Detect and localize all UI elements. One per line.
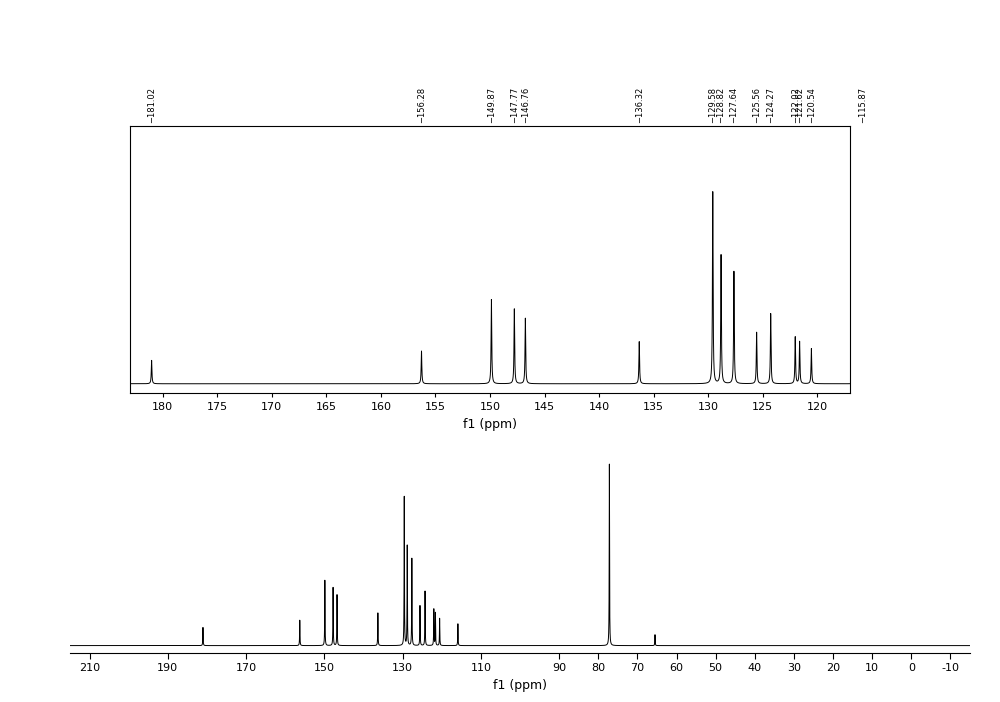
Text: −121.62: −121.62 <box>795 87 804 123</box>
Text: −125.56: −125.56 <box>752 87 761 123</box>
Text: −181.02: −181.02 <box>147 87 156 123</box>
X-axis label: f1 (ppm): f1 (ppm) <box>493 679 547 692</box>
Text: −156.28: −156.28 <box>417 87 426 123</box>
Text: −147.77: −147.77 <box>510 86 519 123</box>
Text: −115.87: −115.87 <box>858 87 867 123</box>
Text: −146.76: −146.76 <box>521 86 530 123</box>
Text: −122.02: −122.02 <box>791 87 800 123</box>
Text: −149.87: −149.87 <box>487 87 496 123</box>
Text: −120.54: −120.54 <box>807 87 816 123</box>
Text: −136.32: −136.32 <box>635 86 644 123</box>
Text: −128.82: −128.82 <box>717 87 726 123</box>
X-axis label: f1 (ppm): f1 (ppm) <box>463 418 517 431</box>
Text: −127.64: −127.64 <box>729 87 738 123</box>
Text: −124.27: −124.27 <box>766 87 775 123</box>
Text: −129.58: −129.58 <box>708 87 717 123</box>
